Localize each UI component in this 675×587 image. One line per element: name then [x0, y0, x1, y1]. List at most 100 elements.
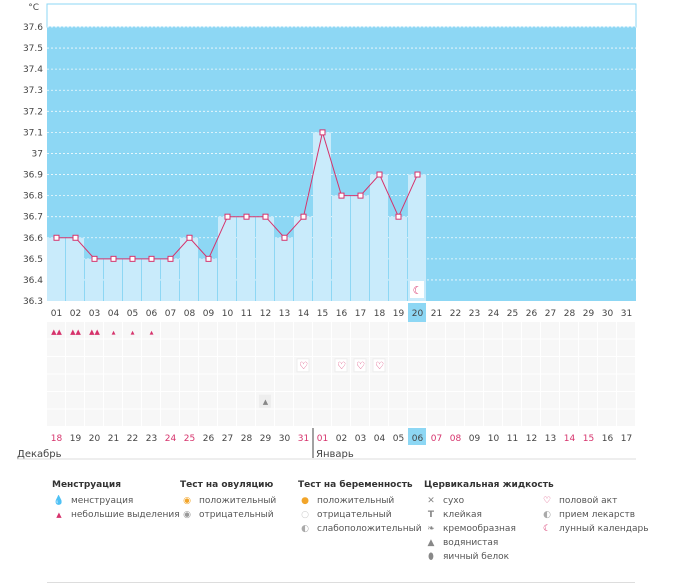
symptom-cell — [104, 322, 122, 339]
cycle-day-label: 05 — [127, 309, 138, 319]
symptom-cell — [351, 339, 369, 356]
symptom-cell — [47, 339, 65, 356]
moon-cell — [410, 281, 424, 298]
legend-label: слабоположительный — [317, 524, 422, 534]
temperature-bar — [180, 237, 198, 301]
menstruation-drop-icon: ▲▲ — [89, 328, 100, 336]
symptom-cell — [199, 357, 217, 374]
symptom-cell — [389, 409, 407, 426]
calendar-date-label: 03 — [355, 434, 366, 444]
symptom-cell — [199, 409, 217, 426]
symptom-cell — [313, 357, 331, 374]
symptom-cell — [66, 357, 84, 374]
legend-item: ✕ сухо — [424, 494, 554, 508]
symptom-cell — [541, 357, 559, 374]
calendar-date-label: 12 — [526, 434, 537, 444]
symptom-cell — [180, 392, 198, 409]
heart-icon: ♡ — [356, 361, 365, 372]
legend-item: ❧ кремообразная — [424, 522, 554, 536]
calendar-date-label: 11 — [507, 434, 518, 444]
menstruation-drop-icon: ▲ — [131, 330, 135, 336]
temperature-bar — [294, 216, 312, 301]
temperature-bar — [66, 237, 84, 301]
symptom-cell — [161, 322, 179, 339]
symptom-cell — [199, 322, 217, 339]
symptom-cell — [180, 339, 198, 356]
symptom-cell — [370, 392, 388, 409]
legend-label: яичный белок — [443, 552, 510, 562]
legend-item: ● положительный — [298, 494, 422, 508]
symptom-cell — [446, 339, 464, 356]
symptom-cell — [598, 339, 616, 356]
symptom-cell — [66, 392, 84, 409]
white-face-icon: ○ — [301, 510, 309, 520]
heart-icon: ♡ — [375, 361, 384, 372]
temperature-point — [148, 255, 155, 262]
calendar-date-label: 26 — [203, 434, 215, 444]
cycle-day-label: 15 — [317, 309, 328, 319]
cycle-day-label: 19 — [393, 309, 405, 319]
symptom-cell — [104, 392, 122, 409]
symptom-cell — [180, 409, 198, 426]
y-tick-label: 37.4 — [23, 65, 43, 75]
legend-label: отрицательный — [317, 510, 392, 520]
symptom-cell — [351, 374, 369, 391]
y-tick-label: 36.5 — [23, 255, 43, 265]
temperature-point — [72, 234, 79, 241]
symptom-cell — [275, 339, 293, 356]
menstruation-drop-icon: ▲▲ — [51, 328, 62, 336]
symptom-cell — [218, 339, 236, 356]
temperature-point — [300, 213, 307, 220]
symptom-cell — [256, 322, 274, 339]
symptom-cell — [465, 357, 483, 374]
legend-label: прием лекарств — [559, 510, 636, 520]
heart-cell — [353, 358, 367, 373]
temperature-point — [110, 255, 117, 262]
symptom-cell — [313, 339, 331, 356]
symptom-cell — [446, 409, 464, 426]
symptom-cell — [446, 374, 464, 391]
symptom-cell — [427, 392, 445, 409]
calendar-date-label: 29 — [260, 434, 272, 444]
legend-item: ◉ отрицательный — [180, 508, 276, 522]
temperature-bar — [85, 258, 103, 301]
symptom-cell — [408, 339, 426, 356]
watery-drop-icon: ▲ — [263, 398, 269, 406]
y-tick-label: 37.6 — [23, 23, 43, 33]
current-date-highlight — [408, 428, 426, 445]
creamy-curl-icon: ❧ — [427, 524, 435, 534]
symptom-cell — [161, 339, 179, 356]
symptom-cell — [427, 322, 445, 339]
cycle-day-label: 14 — [298, 309, 310, 319]
symptom-cell — [104, 339, 122, 356]
cycle-day-label: 30 — [602, 309, 614, 319]
temperature-bar — [351, 195, 369, 301]
calendar-date-label: 31 — [298, 434, 309, 444]
heart-cell — [334, 358, 348, 373]
symptom-cell — [237, 357, 255, 374]
symptom-cell — [313, 322, 331, 339]
symptom-cell — [199, 339, 217, 356]
symptom-cell — [484, 357, 502, 374]
calendar-date-label: 20 — [89, 434, 101, 444]
symptom-cell — [142, 339, 160, 356]
orange-face-icon: ● — [301, 496, 309, 506]
legend-other: ♡ половой акт ◐ прием лекарств ☾ лунный кал… — [540, 494, 649, 536]
cycle-day-label: 16 — [336, 309, 348, 319]
symptom-cell — [85, 357, 103, 374]
symptom-cell — [351, 409, 369, 426]
calendar-date-label: 18 — [51, 434, 63, 444]
cycle-day-label: 24 — [488, 309, 500, 319]
temperature-point — [224, 213, 231, 220]
symptom-cell — [332, 409, 350, 426]
temperature-bar — [275, 237, 293, 301]
temperature-bar — [237, 216, 255, 301]
symptom-cell — [579, 409, 597, 426]
symptom-cell — [275, 392, 293, 409]
symptom-cell — [313, 392, 331, 409]
cycle-day-label: 09 — [203, 309, 215, 319]
symptom-cell — [275, 409, 293, 426]
temperature-point — [357, 192, 364, 199]
symptom-cell — [560, 409, 578, 426]
symptom-cell — [66, 374, 84, 391]
